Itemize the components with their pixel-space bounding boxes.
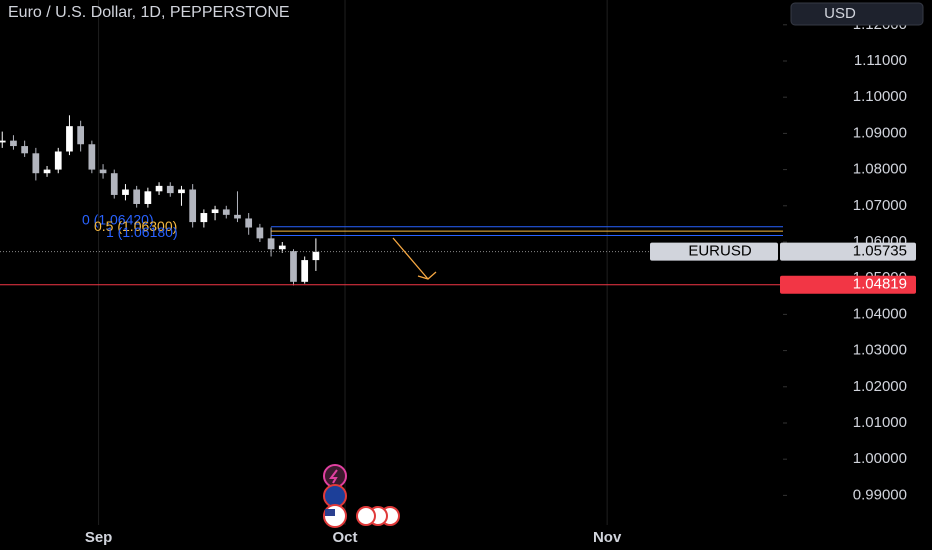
candle-body [301, 260, 309, 282]
symbol-tag [650, 242, 778, 261]
candle-body [166, 185, 174, 194]
candle-body [234, 214, 241, 219]
flag-canton [325, 509, 335, 516]
candle-body [267, 238, 275, 250]
candle-body [66, 126, 73, 152]
candle-body [77, 126, 85, 145]
y-tick-label: 1.09000 [853, 124, 907, 141]
candle-body [88, 144, 96, 170]
y-tick-label: 1.04000 [853, 305, 907, 322]
event-icon[interactable] [323, 464, 347, 488]
candle-body [10, 140, 17, 147]
candle-body [122, 189, 129, 195]
x-tick-label: Nov [593, 529, 622, 546]
candle-body [222, 209, 230, 215]
candle-body [99, 169, 107, 174]
candle-body [54, 151, 62, 170]
y-tick-label: 1.02000 [853, 378, 907, 395]
candle-body [211, 209, 219, 214]
y-tick-label: 1.01000 [853, 414, 907, 431]
price-label: 1.05735 [853, 243, 907, 260]
fib-label: 0.5 (1.06300) [94, 218, 177, 234]
candle-body [21, 146, 29, 154]
candle-body [178, 189, 185, 194]
alert-tag [780, 275, 916, 294]
y-tick-label: 1.10000 [853, 88, 907, 105]
alert-label: 1.04819 [853, 276, 907, 293]
candle-body [144, 191, 152, 204]
y-tick-label: 1.08000 [853, 161, 907, 178]
candle-body [133, 189, 141, 204]
chart-title: Euro / U.S. Dollar, 1D, PEPPERSTONE [8, 4, 290, 21]
currency-button[interactable] [790, 2, 924, 26]
fib-label: 0 (1.06420) [82, 211, 154, 227]
event-icons[interactable] [323, 464, 400, 528]
currency-label[interactable]: USD [824, 5, 856, 22]
candle-body [278, 245, 286, 250]
candle-body [312, 251, 320, 261]
symbol-label: EURUSD [688, 243, 752, 260]
arrow-drawing [392, 237, 437, 280]
candle-body [290, 251, 297, 282]
y-tick-label: 1.11000 [854, 52, 907, 69]
y-tick-label: 1.03000 [853, 342, 907, 359]
y-tick-label: 1.07000 [853, 197, 907, 214]
candle-body [200, 213, 208, 223]
candle-body [256, 227, 264, 239]
y-tick-label: 1.00000 [853, 450, 907, 467]
event-glyph [329, 469, 338, 484]
candle-body [0, 140, 6, 143]
candle-body [189, 189, 197, 223]
event-icon[interactable] [323, 484, 347, 508]
candle-body [32, 153, 40, 174]
event-icon[interactable] [356, 506, 376, 526]
candle-body [155, 185, 163, 192]
x-tick-label: Sep [85, 529, 113, 546]
candle-body [43, 169, 51, 174]
candle-body [110, 173, 118, 195]
fib-label: 1 (1.06180) [106, 224, 178, 240]
plot: SepOctNov1.120001.110001.100001.090001.0… [0, 0, 916, 546]
x-tick-label: Oct [333, 529, 358, 546]
price-tag [780, 242, 916, 261]
y-tick-label: 0.99000 [853, 486, 907, 503]
candle-body [245, 218, 253, 228]
